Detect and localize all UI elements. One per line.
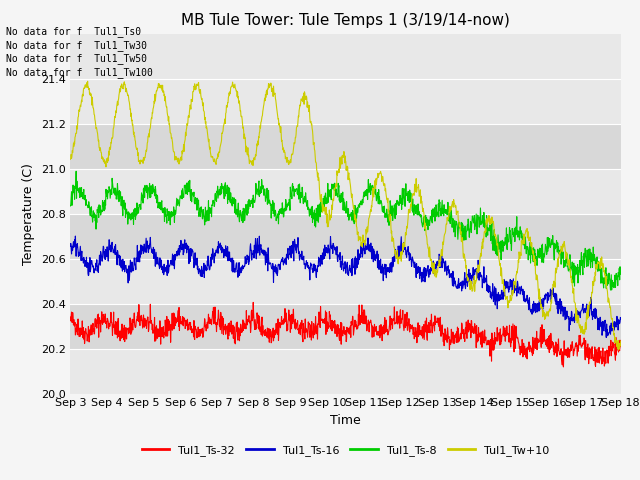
Bar — [70, 259, 621, 304]
Bar — [70, 124, 621, 168]
Bar — [70, 348, 621, 394]
Text: No data for f  Tul1_Tw50: No data for f Tul1_Tw50 — [6, 53, 147, 64]
Bar — [70, 168, 621, 214]
Text: No data for f  Tul1_Tw100: No data for f Tul1_Tw100 — [6, 67, 153, 78]
Title: MB Tule Tower: Tule Temps 1 (3/19/14-now): MB Tule Tower: Tule Temps 1 (3/19/14-now… — [181, 13, 510, 28]
Bar — [70, 214, 621, 259]
Text: No data for f  Tul1_Ts0: No data for f Tul1_Ts0 — [6, 26, 141, 37]
Legend: Tul1_Ts-32, Tul1_Ts-16, Tul1_Ts-8, Tul1_Tw+10: Tul1_Ts-32, Tul1_Ts-16, Tul1_Ts-8, Tul1_… — [137, 440, 554, 460]
Text: No data for f  Tul1_Tw30: No data for f Tul1_Tw30 — [6, 40, 147, 51]
Bar — [70, 304, 621, 348]
X-axis label: Time: Time — [330, 414, 361, 427]
Bar — [70, 79, 621, 124]
Y-axis label: Temperature (C): Temperature (C) — [22, 163, 35, 264]
